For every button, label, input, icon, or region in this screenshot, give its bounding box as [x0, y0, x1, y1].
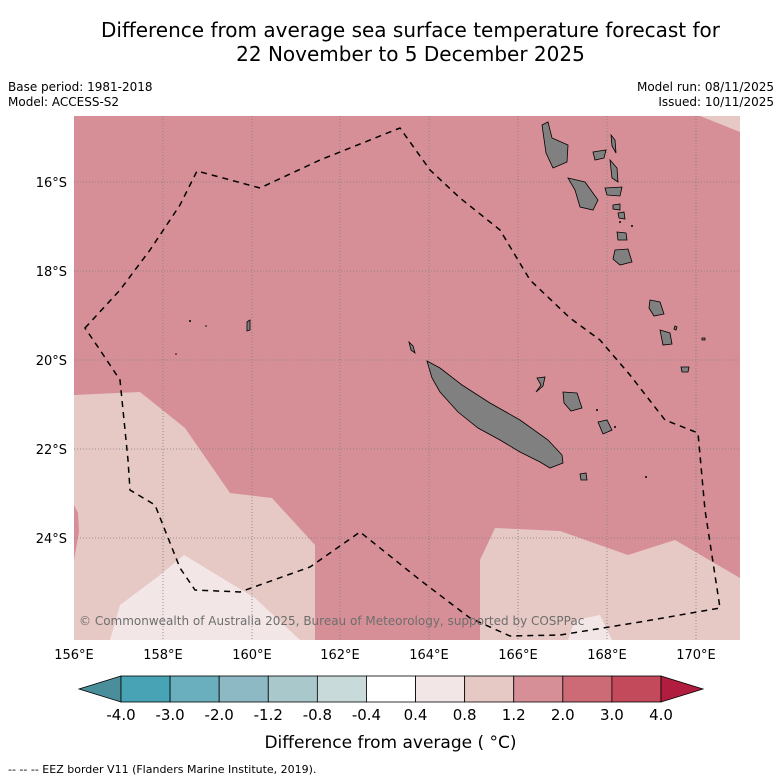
colorbar-tick-9: 2.0 — [551, 706, 575, 724]
region-anomaly-0-4-to-0-8-southeast — [568, 615, 612, 640]
colorbar-swatch-3 — [267, 675, 318, 703]
colorbar-swatch-9 — [562, 675, 613, 703]
colorbar-tick-6: 0.4 — [404, 706, 428, 724]
pentecost-island — [609, 158, 619, 183]
region-anomaly-0-8-to-1-2-southeast — [480, 528, 740, 640]
colorbar-extend-low — [77, 675, 122, 703]
colorbar-swatch-5 — [366, 675, 416, 703]
colorbar-tick-2: -2.0 — [205, 706, 234, 724]
region-anomaly-0-8-to-1-2-southwest — [74, 392, 315, 640]
lon-label-170e: 170°E — [676, 648, 716, 663]
meta-left: Base period: 1981-2018 Model: ACCESS-S2 — [8, 80, 153, 110]
belep-islands — [408, 340, 416, 355]
small-islets — [175, 221, 647, 478]
lon-label-162e: 162°E — [320, 648, 360, 663]
colorbar-tick-5: -0.4 — [352, 706, 381, 724]
lat-label-20s: 20°S — [36, 354, 67, 369]
colorbar-swatch-2 — [218, 675, 269, 703]
landmasses — [246, 121, 706, 481]
colorbar-tick-11: 4.0 — [649, 706, 673, 724]
erromango-island — [612, 248, 633, 266]
futuna-island — [701, 337, 706, 341]
walpole-island — [579, 472, 588, 481]
epi-island — [612, 203, 621, 211]
matthew-island — [680, 366, 690, 373]
lon-label-164e: 164°E — [409, 648, 449, 663]
model-run-text: Model run: 08/11/2025 — [636, 80, 774, 94]
espiritu-santo-island — [541, 121, 569, 169]
region-anomaly-0-8-to-1-2-northeast — [700, 116, 740, 132]
colorbar-swatch-0 — [120, 675, 171, 703]
sst-anomaly-field — [74, 116, 740, 640]
new-caledonia-mainland — [426, 360, 564, 469]
colorbar-tick-labels: -4.0 -3.0 -2.0 -1.2 -0.8 -0.4 0.4 0.8 1.2 2.0 3.0 4… — [106, 706, 673, 724]
title-line-2: 22 November to 5 December 2025 — [236, 42, 585, 66]
colorbar-extend-high — [660, 675, 705, 703]
region-anomaly-0-4-to-0-8-southwest — [110, 555, 300, 640]
title-line-1: Difference from average sea surface temp… — [100, 18, 720, 42]
colorbar-tick-10: 3.0 — [600, 706, 624, 724]
longitude-labels: 156°E 158°E 160°E 162°E 164°E 166°E 168°… — [54, 648, 716, 663]
colorbar-swatch-8 — [513, 675, 564, 703]
model-text: Model: ACCESS-S2 — [8, 95, 120, 109]
eez-legend-footnote: -- -- -- EEZ border V11 (Flanders Marine… — [8, 763, 317, 776]
lifou-island — [562, 391, 583, 412]
efate-island — [616, 231, 628, 241]
meta-right: Model run: 08/11/2025 Issued: 10/11/2025 — [637, 80, 774, 110]
region-anomaly-1-2-to-2-0-west-edge — [74, 505, 79, 560]
ambae-island — [610, 133, 617, 154]
shepherd-islands — [617, 211, 626, 220]
lon-label-156e: 156°E — [54, 648, 94, 663]
colorbar-swatch-10 — [611, 675, 662, 703]
chart-title: Difference from average sea surface temp… — [40, 18, 781, 66]
aniwa-island — [673, 325, 678, 331]
lon-label-160e: 160°E — [232, 648, 272, 663]
colorbar-tick-1: -3.0 — [155, 706, 184, 724]
colorbar-tick-0: -4.0 — [106, 706, 135, 724]
mare-island — [597, 419, 613, 435]
malakula-island — [567, 177, 599, 211]
latitude-labels: 16°S 18°S 20°S 22°S 24°S — [36, 176, 67, 547]
lon-label-168e: 168°E — [587, 648, 627, 663]
chesterfield-reef — [246, 319, 251, 332]
tanna-island — [648, 299, 665, 317]
colorbar-swatch-6 — [415, 675, 466, 703]
colorbar-swatch-7 — [464, 675, 515, 703]
colorbar-tick-8: 1.2 — [502, 706, 526, 724]
colorbar-swatch-1 — [169, 675, 220, 703]
colorbar-tick-4: -0.8 — [303, 706, 332, 724]
colorbar-tick-7: 0.8 — [453, 706, 477, 724]
lat-label-18s: 18°S — [36, 265, 67, 280]
ouvea-island — [535, 376, 546, 393]
lat-label-16s: 16°S — [36, 176, 67, 191]
lat-label-22s: 22°S — [36, 443, 67, 458]
colorbar-title: Difference from average ( °C) — [264, 733, 517, 753]
colorbar — [77, 675, 705, 703]
gridlines — [74, 116, 740, 640]
colorbar-tick-3: -1.2 — [254, 706, 283, 724]
copyright-notice: © Commonwealth of Australia 2025, Bureau… — [79, 614, 585, 628]
malo-island — [592, 149, 607, 161]
issued-text: Issued: 10/11/2025 — [658, 95, 774, 109]
base-period-text: Base period: 1981-2018 — [8, 80, 153, 94]
colorbar-swatch-4 — [316, 675, 367, 703]
ambrym-island — [604, 186, 623, 197]
lon-label-166e: 166°E — [498, 648, 538, 663]
lon-label-158e: 158°E — [143, 648, 183, 663]
aneityum-island — [659, 329, 673, 346]
lat-label-24s: 24°S — [36, 532, 67, 547]
